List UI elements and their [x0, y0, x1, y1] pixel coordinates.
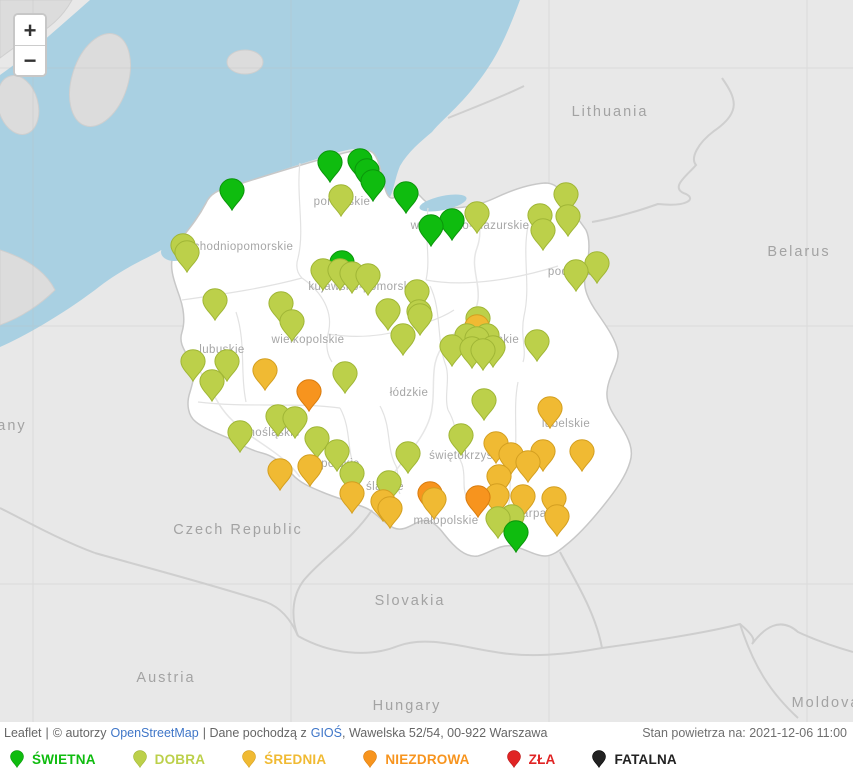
- map-canvas[interactable]: Lithuania Belarus any Czech Republic Slovaki…: [0, 0, 853, 722]
- station-marker-dobra[interactable]: [282, 406, 308, 439]
- station-marker-swietna[interactable]: [360, 169, 386, 202]
- legend-label: DOBRA: [154, 751, 206, 767]
- station-marker-dobra[interactable]: [470, 338, 496, 371]
- station-marker-swietna[interactable]: [393, 181, 419, 214]
- zoom-in-button[interactable]: +: [15, 15, 45, 45]
- dobra-pin-icon: [132, 750, 147, 768]
- attribution-authors: © autorzy: [52, 726, 107, 740]
- station-marker-dobra[interactable]: [390, 323, 416, 356]
- station-marker-srednia[interactable]: [569, 439, 595, 472]
- station-marker-dobra[interactable]: [199, 369, 225, 402]
- station-marker-dobra[interactable]: [279, 309, 305, 342]
- legend-item-niezdrowa: NIEZDROWA: [363, 750, 469, 768]
- zoom-control: + −: [13, 13, 47, 77]
- swietna-pin-icon: [10, 750, 24, 768]
- station-marker-dobra[interactable]: [174, 240, 200, 273]
- station-marker-dobra[interactable]: [202, 288, 228, 321]
- zla-pin-icon: [506, 750, 521, 768]
- gios-link[interactable]: GIOŚ: [310, 726, 342, 740]
- legend-label: FATALNA: [614, 751, 677, 767]
- station-marker-dobra[interactable]: [324, 439, 350, 472]
- legend-item-srednia: ŚREDNIA: [242, 750, 326, 768]
- station-marker-dobra[interactable]: [407, 303, 433, 336]
- map-markers: [170, 148, 610, 553]
- attribution-address: , Wawelska 52/54, 00-922 Warszawa: [342, 726, 548, 740]
- osm-link[interactable]: OpenStreetMap: [110, 726, 199, 740]
- station-marker-dobra[interactable]: [227, 420, 253, 453]
- station-marker-srednia[interactable]: [544, 504, 570, 537]
- station-marker-dobra[interactable]: [328, 184, 354, 217]
- fatalna-pin-icon: [592, 750, 607, 768]
- station-marker-srednia[interactable]: [267, 458, 293, 491]
- station-marker-srednia[interactable]: [515, 450, 541, 483]
- station-marker-swietna[interactable]: [503, 520, 529, 553]
- station-marker-dobra[interactable]: [563, 259, 589, 292]
- legend-item-dobra: DOBRA: [132, 750, 206, 768]
- station-marker-dobra[interactable]: [375, 298, 401, 331]
- station-marker-niezdrowa[interactable]: [465, 485, 491, 518]
- station-marker-swietna[interactable]: [219, 178, 245, 211]
- niezdrowa-pin-icon: [363, 750, 378, 768]
- station-marker-srednia[interactable]: [537, 396, 563, 429]
- station-marker-dobra[interactable]: [180, 349, 206, 382]
- attribution-separator: |: [45, 726, 49, 740]
- basemap: [0, 0, 853, 722]
- station-marker-srednia[interactable]: [377, 496, 403, 529]
- legend-label: ŚREDNIA: [264, 751, 327, 767]
- station-marker-swietna[interactable]: [317, 150, 343, 183]
- legend-item-swietna: ŚWIETNA: [10, 750, 96, 768]
- air-status-timestamp: Stan powietrza na: 2021-12-06 11:00: [642, 726, 847, 740]
- attribution-bar: Leaflet | © autorzy OpenStreetMap | Dane…: [0, 722, 853, 744]
- srednia-pin-icon: [242, 750, 256, 768]
- legend-label: ŚWIETNA: [32, 751, 96, 767]
- station-marker-dobra[interactable]: [395, 441, 421, 474]
- station-marker-swietna[interactable]: [418, 214, 444, 247]
- legend-item-fatalna: FATALNA: [592, 750, 677, 768]
- zoom-out-button[interactable]: −: [15, 45, 45, 75]
- station-marker-dobra[interactable]: [448, 423, 474, 456]
- attribution-data-source: | Dane pochodzą z: [202, 726, 307, 740]
- station-marker-dobra[interactable]: [332, 361, 358, 394]
- station-marker-srednia[interactable]: [252, 358, 278, 391]
- station-marker-dobra[interactable]: [555, 204, 581, 237]
- leaflet-link[interactable]: Leaflet: [4, 726, 42, 740]
- legend-item-zla: ZŁA: [506, 750, 556, 768]
- station-marker-srednia[interactable]: [339, 481, 365, 514]
- station-marker-dobra[interactable]: [524, 329, 550, 362]
- station-marker-dobra[interactable]: [471, 388, 497, 421]
- station-marker-dobra[interactable]: [464, 201, 490, 234]
- station-marker-srednia[interactable]: [297, 454, 323, 487]
- station-marker-dobra[interactable]: [214, 349, 240, 382]
- station-marker-dobra[interactable]: [355, 263, 381, 296]
- station-marker-srednia[interactable]: [421, 487, 447, 520]
- legend-bar: ŚWIETNA DOBRA ŚREDNIA NIEZDROWA ZŁA FATA…: [0, 744, 853, 778]
- station-marker-dobra[interactable]: [530, 218, 556, 251]
- legend-label: NIEZDROWA: [385, 751, 470, 767]
- station-marker-niezdrowa[interactable]: [296, 379, 322, 412]
- station-marker-dobra[interactable]: [485, 506, 511, 539]
- legend-label: ZŁA: [528, 751, 556, 767]
